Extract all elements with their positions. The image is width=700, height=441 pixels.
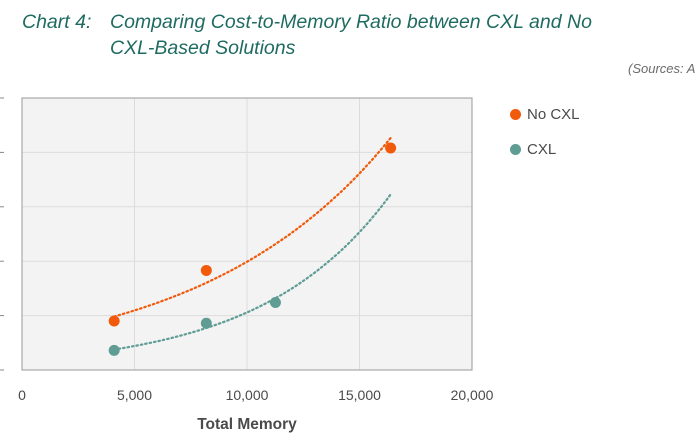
chart-title-text: Comparing Cost-to-Memory Ratio between C… <box>110 11 592 59</box>
legend-item-cxl: CXL <box>510 141 556 158</box>
data-point-cxl-1 <box>200 317 212 329</box>
legend-label-cxl: CXL <box>527 141 557 158</box>
legend-marker-cxl <box>510 144 521 155</box>
legend-label-no-cxl: No CXL <box>527 106 580 123</box>
trendline-no-cxl <box>113 136 392 318</box>
plot-border <box>21 97 473 371</box>
x-tick-label-1: 5,000 <box>117 387 152 403</box>
source-note: (Sources: A <box>628 61 696 76</box>
legend-marker-no-cxl <box>510 109 521 120</box>
data-point-cxl-2 <box>269 297 281 309</box>
x-tick-label-0: 0 <box>18 387 26 403</box>
chart-number: Chart 4: <box>22 11 92 33</box>
x-tick-label-2: 10,000 <box>226 387 269 403</box>
legend-item-no-cxl: No CXL <box>510 106 580 123</box>
data-point-cxl-0 <box>108 344 120 356</box>
trendline-cxl <box>113 193 392 351</box>
x-tick-label-3: 15,000 <box>338 387 381 403</box>
x-axis-title: Total Memory <box>197 416 297 433</box>
x-tick-label-4: 20,000 <box>451 387 494 403</box>
data-point-no-cxl-1 <box>200 264 212 276</box>
data-point-no-cxl-2 <box>385 142 397 154</box>
data-point-no-cxl-0 <box>108 315 120 327</box>
